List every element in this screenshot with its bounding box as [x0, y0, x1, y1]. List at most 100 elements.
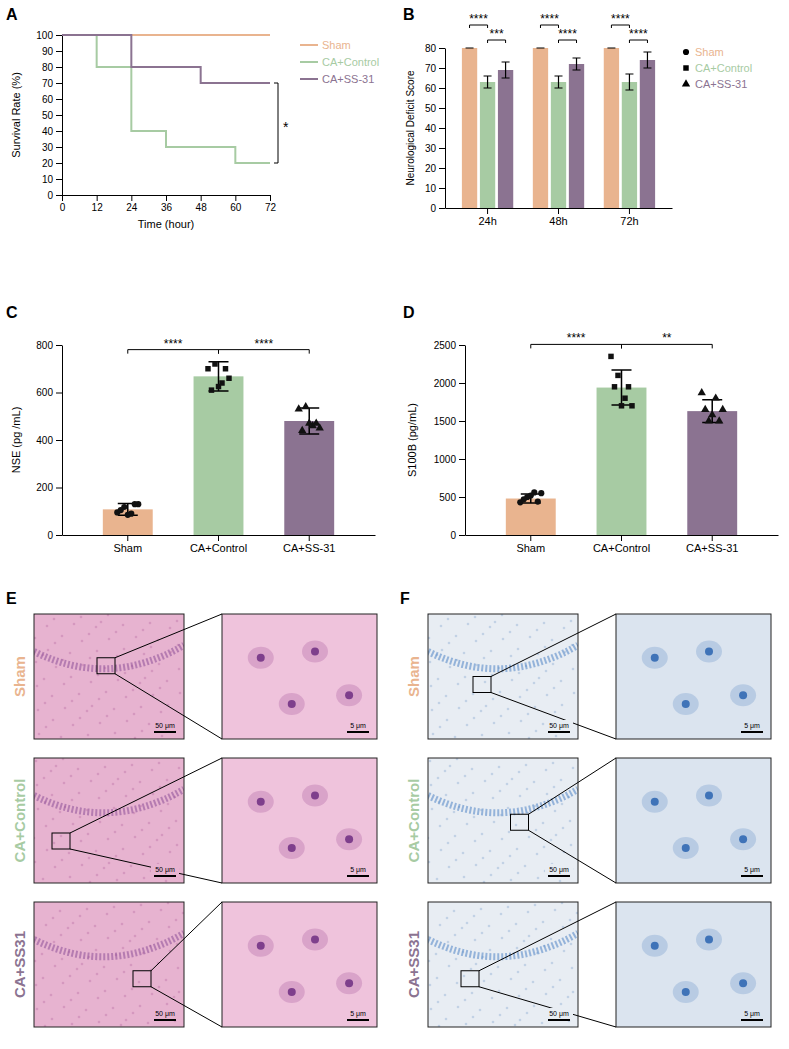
texture: [78, 792, 81, 795]
scale-bar: [347, 875, 369, 877]
bar: [597, 388, 647, 535]
texture: [147, 1022, 150, 1025]
tick-label: 30: [42, 142, 54, 153]
texture: [47, 649, 50, 652]
texture: [80, 616, 83, 619]
texture: [35, 984, 38, 987]
cell: [248, 935, 274, 957]
texture: [517, 971, 520, 974]
texture: [465, 700, 468, 703]
texture: [51, 695, 54, 698]
texture: [444, 770, 447, 773]
row-label: Sham: [405, 656, 422, 697]
texture: [141, 730, 144, 733]
tick: 70: [425, 63, 445, 74]
texture: [96, 973, 99, 976]
legend-label: CA+Control: [695, 62, 752, 74]
tick: Sham: [516, 535, 545, 554]
texture: [445, 695, 448, 698]
cell: [642, 791, 668, 813]
tick-label: 400: [36, 435, 53, 446]
legend-symbol: [683, 65, 688, 70]
texture: [88, 633, 91, 636]
tick: 600: [36, 387, 62, 398]
significance-label: ****: [255, 337, 274, 351]
texture: [41, 953, 44, 956]
micrograph-image: [616, 614, 771, 739]
texture: [560, 779, 563, 782]
tick-label: 50: [425, 103, 437, 114]
texture: [519, 1019, 522, 1022]
tick-label: 10: [42, 174, 54, 185]
texture: [52, 917, 55, 920]
significance-label: ****: [558, 27, 577, 41]
texture: [125, 1019, 128, 1022]
texture: [438, 702, 441, 705]
texture: [143, 653, 146, 656]
texture: [572, 668, 575, 671]
tick-label: 40: [425, 123, 437, 134]
tick-mark: [439, 48, 445, 49]
y-axis: 0102030405060708090100: [36, 30, 62, 201]
label-patch: [344, 864, 372, 874]
texture: [42, 878, 45, 881]
texture: [55, 666, 58, 669]
data-point: [226, 376, 231, 381]
error-bar: [612, 370, 632, 405]
texture: [112, 1007, 115, 1010]
texture: [554, 711, 557, 714]
plot-area: [462, 48, 655, 208]
image-background: [428, 902, 578, 1027]
tick-mark: [459, 383, 465, 384]
error-bar: [466, 47, 474, 48]
data-point: [132, 501, 138, 507]
texture: [554, 909, 557, 912]
scale-bar-label: 5 μm: [350, 722, 366, 730]
texture: [107, 838, 110, 841]
texture: [525, 988, 528, 991]
tick: 400: [36, 435, 62, 446]
texture: [176, 620, 179, 623]
scale-bar-label: 5 μm: [350, 1010, 366, 1018]
texture: [542, 921, 545, 924]
texture: [543, 846, 546, 849]
image-border: [34, 758, 184, 883]
texture: [484, 681, 487, 684]
texture: [67, 927, 70, 930]
legend-label: Sham: [322, 39, 351, 51]
plot-area: [103, 361, 334, 535]
texture: [440, 625, 443, 628]
tick: 0: [60, 195, 66, 213]
texture: [545, 993, 548, 996]
texture: [107, 937, 110, 940]
tick: 500: [439, 492, 465, 503]
texture: [490, 973, 493, 976]
tick-label: Sham: [113, 542, 142, 554]
tick: 80: [425, 43, 445, 54]
texture: [511, 679, 514, 682]
texture: [449, 666, 452, 669]
texture: [569, 820, 572, 823]
zoom-region: [473, 677, 491, 693]
texture: [94, 925, 97, 928]
texture: [499, 790, 502, 793]
texture: [536, 853, 539, 856]
nucleus: [705, 936, 713, 944]
texture: [35, 760, 38, 763]
label-patch: [545, 1008, 573, 1018]
texture: [112, 783, 115, 786]
nucleus: [257, 654, 265, 662]
texture: [510, 655, 513, 658]
series-line: [62, 35, 270, 83]
micrograph-image: [222, 758, 377, 883]
chart-panel: A01224364860720102030405060708090100Sham…: [6, 6, 379, 230]
cell: [730, 828, 756, 850]
texture: [492, 1021, 495, 1024]
cell: [673, 693, 699, 715]
cell: [336, 684, 362, 706]
texture: [482, 857, 485, 860]
panel-letter: D: [403, 304, 415, 321]
texture: [518, 995, 521, 998]
cell: [336, 972, 362, 994]
texture: [129, 940, 132, 943]
